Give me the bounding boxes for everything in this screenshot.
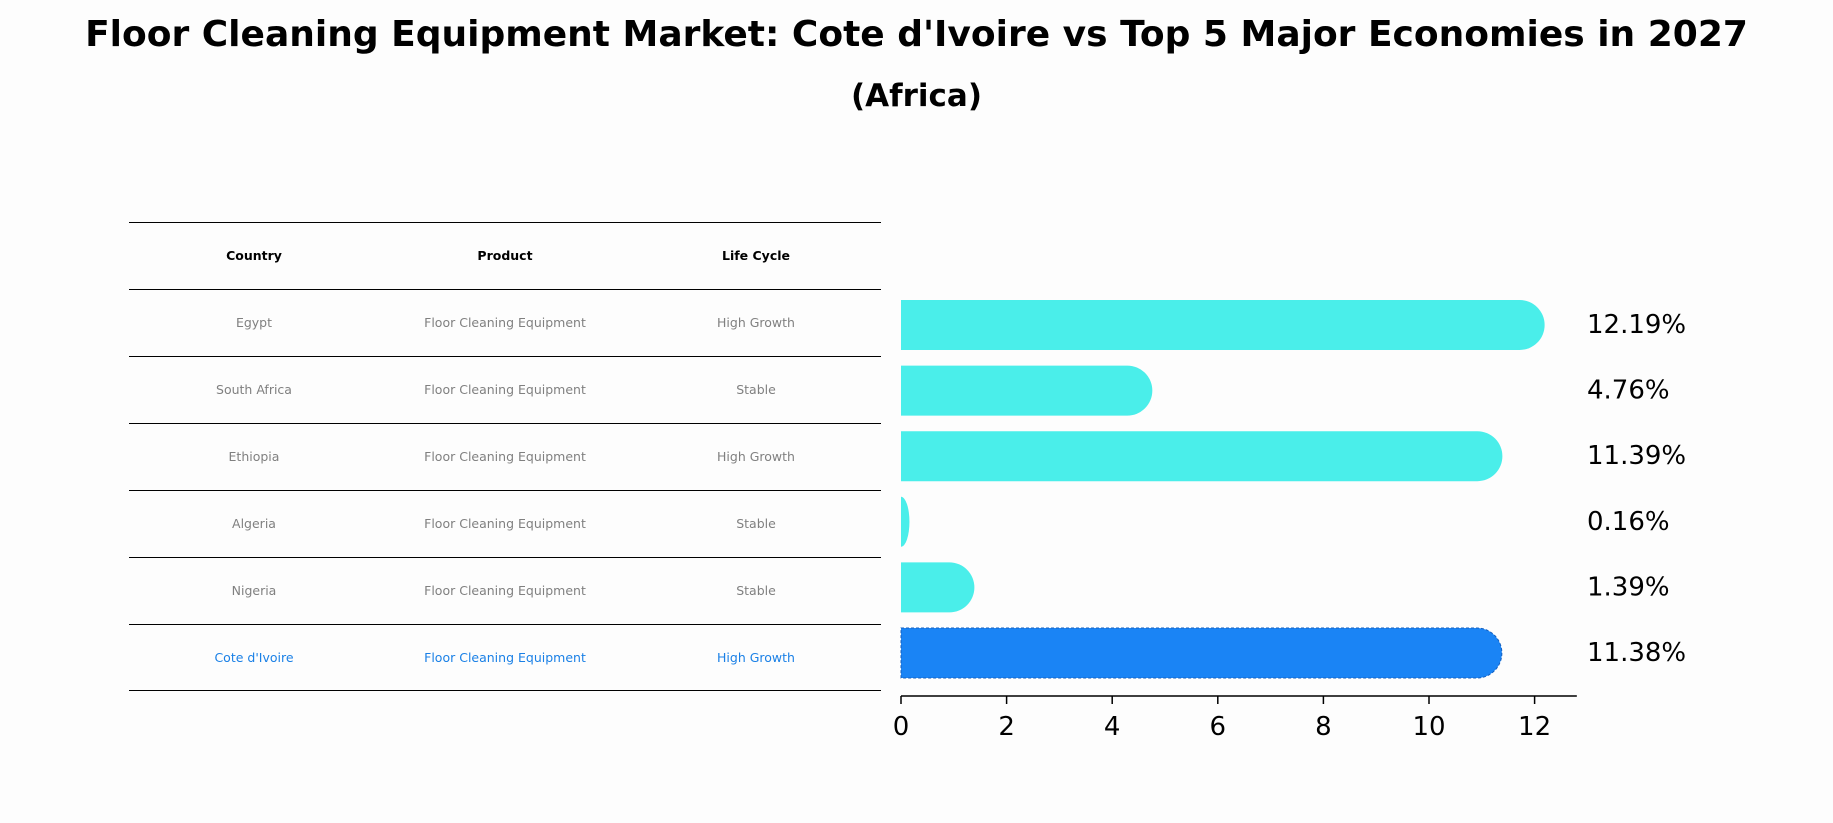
product-cell: Floor Cleaning Equipment [424, 516, 586, 531]
product-cell: Floor Cleaning Equipment [424, 315, 586, 330]
bar [901, 431, 1503, 482]
table-row: Nigeria Floor Cleaning Equipment Stable [129, 557, 881, 624]
country-cell: Nigeria [231, 583, 277, 598]
life-cycle-cell: Stable [736, 583, 776, 598]
table-row: Egypt Floor Cleaning Equipment High Grow… [129, 289, 881, 356]
product-cell: Floor Cleaning Equipment [424, 449, 586, 464]
value-label: 11.38% [1587, 638, 1686, 668]
product-cell: Floor Cleaning Equipment [424, 650, 586, 665]
table-row-highlighted: Cote d'Ivoire Floor Cleaning Equipment H… [129, 624, 881, 691]
country-cell: Cote d'Ivoire [214, 650, 294, 665]
table-row: Algeria Floor Cleaning Equipment Stable [129, 490, 881, 557]
value-label: 0.16% [1587, 507, 1670, 537]
bar [901, 365, 1153, 416]
x-tick-label: 0 [893, 712, 910, 742]
value-label: 11.39% [1587, 441, 1686, 471]
life-cycle-cell: High Growth [717, 650, 795, 665]
table-header-row: Country Product Life Cycle [129, 222, 881, 289]
table-row: South Africa Floor Cleaning Equipment St… [129, 356, 881, 423]
x-tick-label: 12 [1518, 712, 1551, 742]
x-tick-label: 6 [1210, 712, 1227, 742]
bar [901, 496, 910, 547]
value-label: 12.19% [1587, 310, 1686, 340]
bar [901, 300, 1545, 350]
x-tick-label: 4 [1104, 712, 1121, 742]
header-country: Country [226, 248, 282, 263]
country-cell: Algeria [232, 516, 276, 531]
product-cell: Floor Cleaning Equipment [424, 583, 586, 598]
life-cycle-cell: High Growth [717, 315, 795, 330]
value-label: 4.76% [1587, 376, 1670, 406]
value-label: 1.39% [1587, 572, 1670, 602]
country-cell: Ethiopia [228, 449, 280, 464]
x-tick-label: 8 [1315, 712, 1332, 742]
product-cell: Floor Cleaning Equipment [424, 382, 586, 397]
x-tick-label: 2 [998, 712, 1015, 742]
chart-title: Floor Cleaning Equipment Market: Cote d'… [85, 14, 1748, 55]
life-cycle-cell: Stable [736, 516, 776, 531]
table-row: Ethiopia Floor Cleaning Equipment High G… [129, 423, 881, 490]
header-life-cycle: Life Cycle [721, 248, 790, 263]
chart-subtitle: (Africa) [850, 78, 983, 114]
country-cell: South Africa [216, 382, 292, 397]
header-product: Product [477, 248, 533, 263]
bar-highlighted [900, 627, 1503, 679]
bar [901, 562, 975, 613]
life-cycle-cell: High Growth [717, 449, 795, 464]
country-cell: Egypt [235, 315, 273, 330]
x-tick-label: 10 [1412, 712, 1445, 742]
life-cycle-cell: Stable [736, 382, 776, 397]
